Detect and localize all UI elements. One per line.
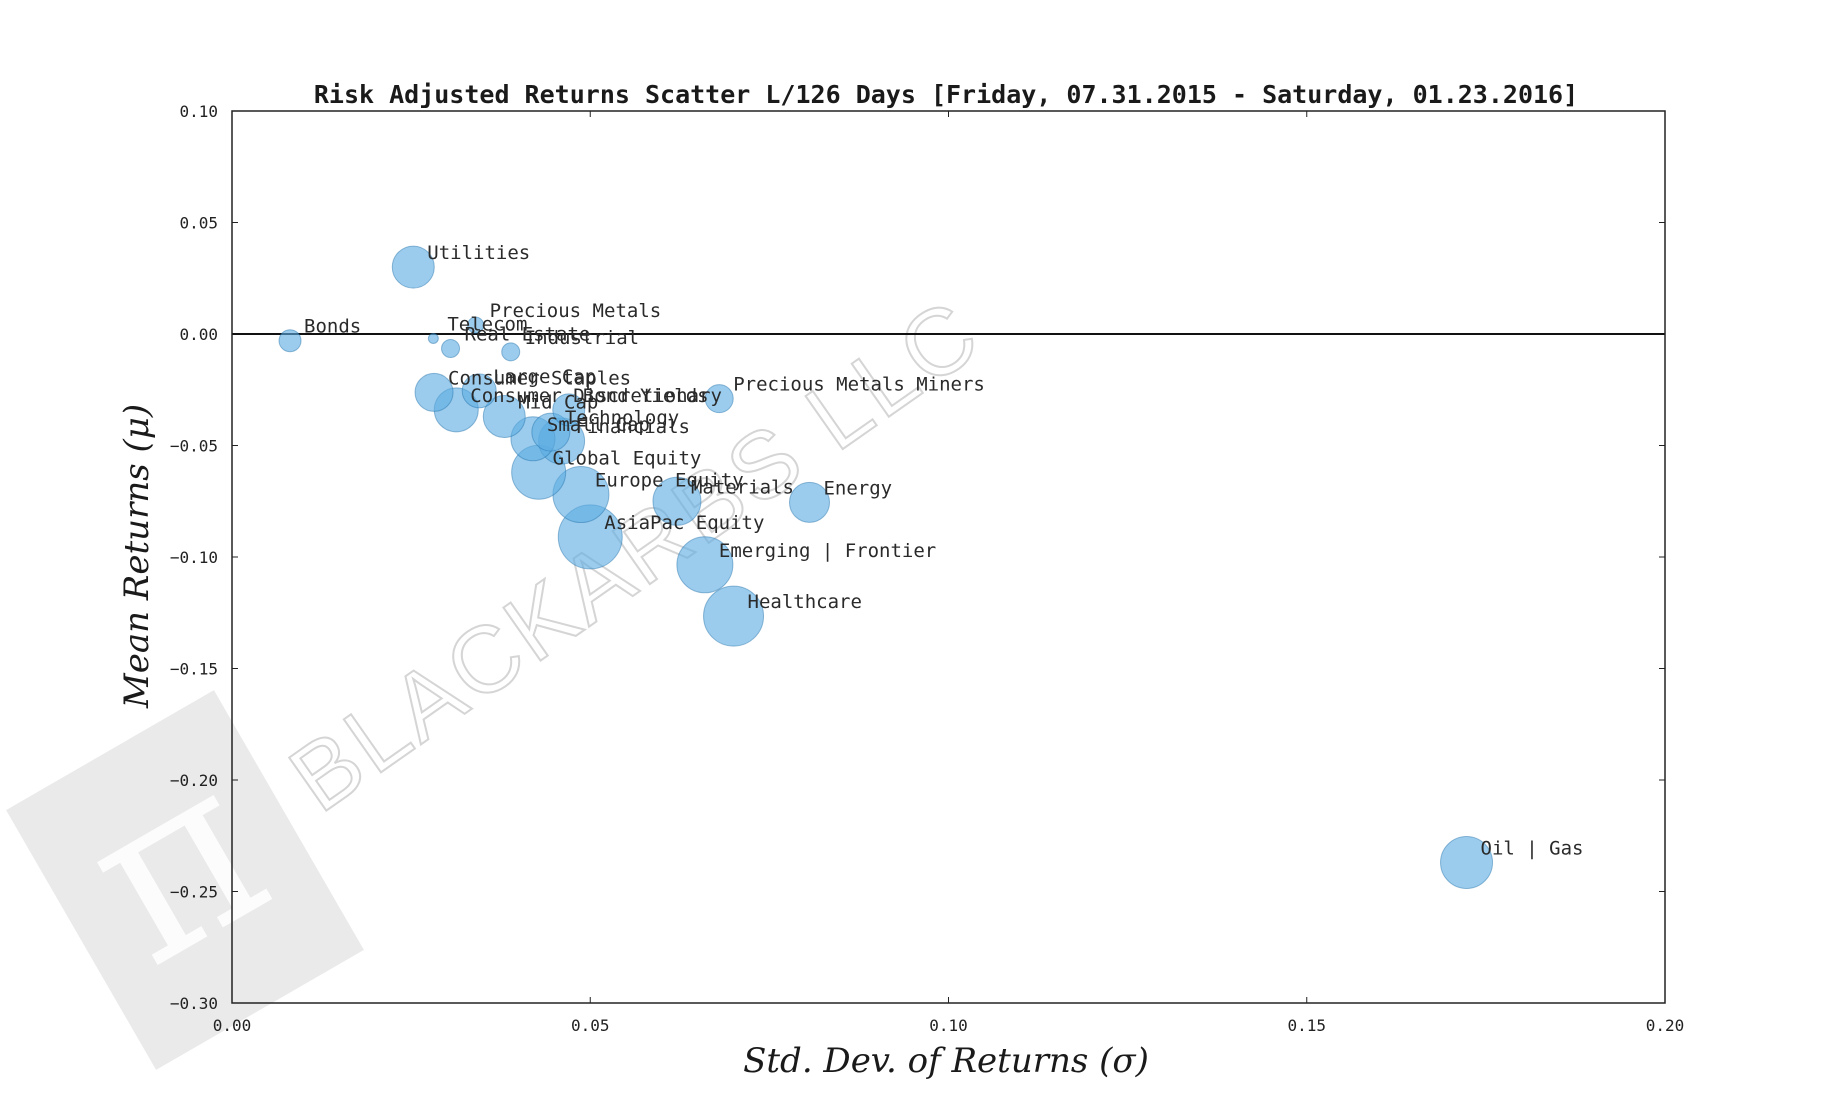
point-label: Utilities [427,242,530,264]
y-tick-label: −0.05 [170,437,218,456]
point-label: Consumer Discretionary [470,385,722,407]
scatter-point [441,338,461,358]
x-tick-label: 0.00 [213,1016,252,1035]
y-tick-label: −0.25 [170,883,218,902]
scatter-point [427,332,439,344]
point-label: Telecom [447,313,527,335]
point-label: AsiaPac Equity [604,512,764,534]
point-label: Materials [691,476,794,498]
y-tick-label: −0.15 [170,660,218,679]
scatter-point [704,384,734,414]
x-axis-label: Std. Dev. of Returns (σ) [743,1041,1149,1081]
x-tick-label: 0.05 [571,1016,610,1035]
scatter-point [461,373,497,409]
point-label: Mid Cap [518,392,598,414]
scatter-point [278,329,302,353]
y-tick-label: 0.05 [179,214,218,233]
y-tick-label: 0.00 [179,325,218,344]
point-label: Bonds [304,316,361,338]
chart-title: Risk Adjusted Returns Scatter L/126 Days… [314,80,1578,109]
point-label: Small Cap [547,414,650,436]
scatter-point [391,245,435,289]
axis-ticks: 0.00 0.05 0.10 0.15 0.20 0.10 0.05 0.00 −0.05 −0.… [170,102,1684,1035]
y-tick-label: 0.10 [179,102,218,121]
scatter-point [1440,836,1494,890]
x-tick-label: 0.20 [1646,1016,1685,1035]
scatter-point [652,476,702,526]
scatter-points [278,245,1494,890]
y-tick-label: −0.20 [170,771,218,790]
scatter-point [501,342,521,362]
x-tick-label: 0.10 [929,1016,968,1035]
scatter-point [703,585,765,647]
point-label: Industrial [525,327,639,349]
point-label: Bond Yields [583,385,709,407]
scatter-point [788,481,830,523]
point-label: Real Estate [465,323,591,345]
point-label: Energy [823,477,892,499]
point-label: Oil | Gas [1481,838,1584,860]
scatter-point [467,316,485,334]
scatter-point [482,395,526,439]
scatter-point [676,536,734,594]
point-label: Global Equity [553,447,702,469]
y-tick-label: −0.10 [170,548,218,567]
y-axis-label: Mean Returns (μ) [117,404,157,709]
scatter-point [552,393,586,427]
plot-frame [231,110,1666,1004]
point-label: Emerging | Frontier [719,540,936,562]
point-label: Precious Metals Miners [733,374,985,396]
point-label: Consumer Staples [448,367,631,389]
point-label: Precious Metals [490,300,662,322]
point-label: Financials [576,416,690,438]
x-tick-label: 0.15 [1287,1016,1326,1035]
point-label: Healthcare [748,591,862,613]
y-tick-label: −0.30 [170,994,218,1013]
point-label: Europe Equity [595,470,744,492]
point-label: Technology [565,407,679,429]
point-label: Large Cap [493,366,596,388]
scatter-point [414,372,454,412]
